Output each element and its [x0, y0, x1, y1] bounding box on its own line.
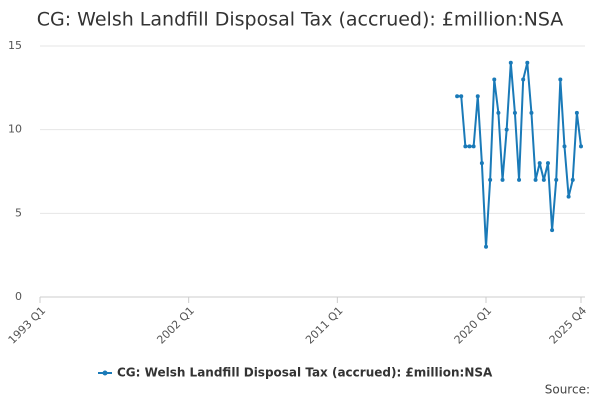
- point: [504, 127, 509, 132]
- point: [545, 161, 550, 166]
- x-tick-label: 2020 Q1: [452, 304, 495, 347]
- point: [550, 228, 555, 233]
- point: [537, 161, 542, 166]
- point: [566, 194, 571, 199]
- point: [554, 177, 559, 182]
- point: [529, 110, 534, 115]
- point: [558, 77, 563, 82]
- x-tick-label: 1993 Q1: [6, 304, 49, 347]
- point: [455, 94, 460, 99]
- point: [492, 77, 497, 82]
- point: [533, 177, 538, 182]
- point: [562, 144, 567, 149]
- point: [574, 110, 579, 115]
- point: [467, 144, 472, 149]
- point: [517, 177, 522, 182]
- legend-label: CG: Welsh Landfill Disposal Tax (accrued…: [117, 366, 493, 380]
- x-tick-label: 2002 Q1: [154, 304, 197, 347]
- point: [525, 60, 530, 65]
- y-tick-label: 5: [15, 206, 22, 219]
- source-label: Source:: [545, 383, 590, 397]
- point: [500, 177, 505, 182]
- point: [459, 94, 464, 99]
- point: [475, 94, 480, 99]
- point: [541, 177, 546, 182]
- point: [479, 161, 484, 166]
- point: [463, 144, 468, 149]
- point: [521, 77, 526, 82]
- legend-marker: [102, 370, 108, 376]
- point: [488, 177, 493, 182]
- point: [508, 60, 513, 65]
- y-tick-label: 15: [8, 39, 22, 52]
- point: [484, 244, 489, 249]
- chart-title: CG: Welsh Landfill Disposal Tax (accrued…: [37, 9, 564, 31]
- point: [570, 177, 575, 182]
- point: [471, 144, 476, 149]
- series-line: [457, 62, 582, 247]
- x-tick-label: 2025 Q4: [547, 304, 590, 347]
- x-tick-label: 2011 Q1: [303, 304, 346, 347]
- point: [512, 110, 517, 115]
- point: [579, 144, 583, 149]
- y-tick-label: 10: [8, 123, 22, 136]
- y-tick-label: 0: [15, 290, 22, 303]
- point: [496, 110, 501, 115]
